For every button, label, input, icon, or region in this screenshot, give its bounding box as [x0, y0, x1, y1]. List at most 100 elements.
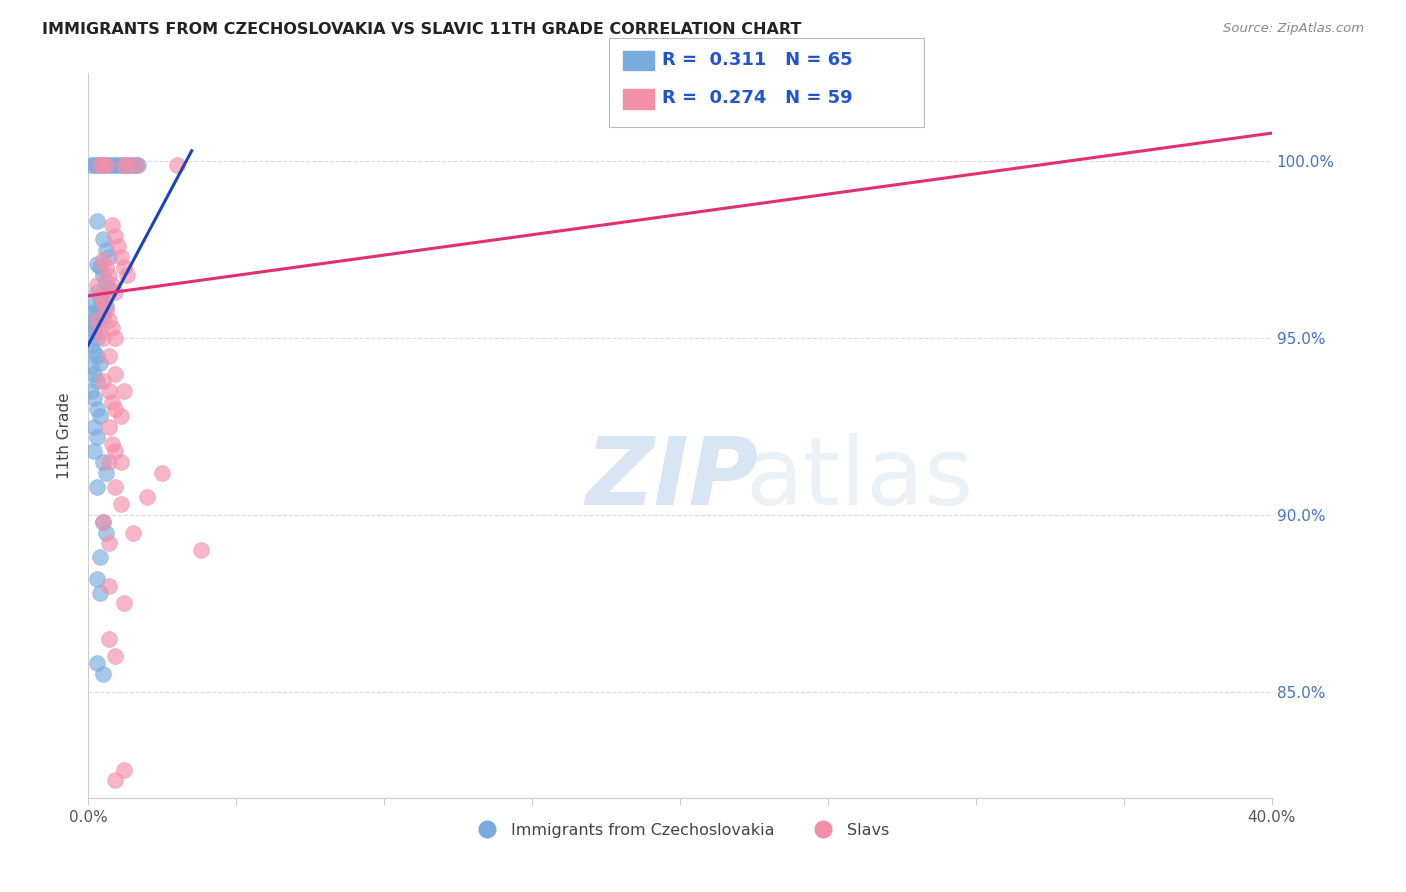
Text: ZIP: ZIP	[585, 433, 758, 524]
Point	[86, 657, 108, 671]
Point	[94, 243, 117, 257]
Point	[94, 302, 117, 317]
Point	[86, 313, 108, 327]
Point	[101, 158, 124, 172]
Point	[121, 525, 143, 540]
Point	[89, 158, 111, 172]
Point	[80, 338, 103, 352]
Point	[86, 374, 108, 388]
Point	[107, 158, 129, 172]
Point	[86, 257, 108, 271]
Point	[91, 232, 114, 246]
Point	[97, 384, 120, 399]
Point	[91, 158, 114, 172]
Point	[121, 158, 143, 172]
Point	[89, 585, 111, 599]
Point	[91, 268, 114, 282]
Point	[101, 437, 124, 451]
Point	[97, 579, 120, 593]
Point	[86, 401, 108, 416]
Point	[94, 158, 117, 172]
Text: R =  0.311   N = 65: R = 0.311 N = 65	[662, 51, 853, 69]
Point	[86, 214, 108, 228]
Point	[166, 158, 188, 172]
Point	[80, 384, 103, 399]
Point	[97, 536, 120, 550]
Point	[127, 158, 149, 172]
Y-axis label: 11th Grade: 11th Grade	[58, 392, 72, 479]
Point	[97, 419, 120, 434]
Point	[97, 313, 120, 327]
Point	[97, 250, 120, 264]
Point	[112, 596, 135, 610]
Point	[89, 292, 111, 306]
Point	[101, 320, 124, 334]
Point	[115, 158, 138, 172]
Point	[83, 313, 105, 327]
Point	[89, 306, 111, 320]
Point	[83, 419, 105, 434]
Point	[86, 285, 108, 300]
Point	[97, 455, 120, 469]
Point	[91, 310, 114, 324]
Point	[97, 268, 120, 282]
Point	[89, 260, 111, 275]
Point	[104, 367, 127, 381]
Point	[124, 158, 146, 172]
Point	[110, 409, 132, 423]
Point	[86, 158, 108, 172]
Point	[89, 289, 111, 303]
Point	[94, 466, 117, 480]
Point	[86, 349, 108, 363]
Point	[94, 299, 117, 313]
Point	[104, 285, 127, 300]
Point	[89, 356, 111, 370]
Text: IMMIGRANTS FROM CZECHOSLOVAKIA VS SLAVIC 11TH GRADE CORRELATION CHART: IMMIGRANTS FROM CZECHOSLOVAKIA VS SLAVIC…	[42, 22, 801, 37]
Point	[118, 158, 141, 172]
Legend: Immigrants from Czechoslovakia, Slavs: Immigrants from Czechoslovakia, Slavs	[465, 816, 896, 844]
Point	[110, 158, 132, 172]
Point	[97, 158, 120, 172]
Point	[94, 275, 117, 289]
Point	[110, 455, 132, 469]
Point	[104, 401, 127, 416]
Point	[83, 444, 105, 458]
Point	[115, 158, 138, 172]
Point	[89, 550, 111, 565]
Point	[86, 572, 108, 586]
Point	[104, 331, 127, 345]
Point	[112, 158, 135, 172]
Point	[80, 158, 103, 172]
Point	[89, 324, 111, 338]
Point	[104, 649, 127, 664]
Point	[104, 158, 127, 172]
Point	[91, 515, 114, 529]
Point	[101, 218, 124, 232]
Point	[136, 490, 159, 504]
Point	[91, 158, 114, 172]
Point	[112, 384, 135, 399]
Point	[86, 302, 108, 317]
Point	[83, 345, 105, 359]
Point	[91, 295, 114, 310]
Text: atlas: atlas	[745, 433, 973, 524]
Point	[91, 455, 114, 469]
Point	[112, 260, 135, 275]
Point	[86, 317, 108, 331]
Point	[83, 158, 105, 172]
Point	[101, 278, 124, 293]
Point	[86, 430, 108, 444]
Point	[104, 444, 127, 458]
Point	[94, 260, 117, 275]
Point	[83, 324, 105, 338]
Point	[110, 250, 132, 264]
Point	[94, 525, 117, 540]
Point	[104, 773, 127, 788]
Point	[97, 632, 120, 646]
Point	[91, 253, 114, 268]
Point	[112, 158, 135, 172]
Point	[91, 667, 114, 681]
Point	[107, 239, 129, 253]
Point	[190, 543, 212, 558]
Point	[83, 367, 105, 381]
